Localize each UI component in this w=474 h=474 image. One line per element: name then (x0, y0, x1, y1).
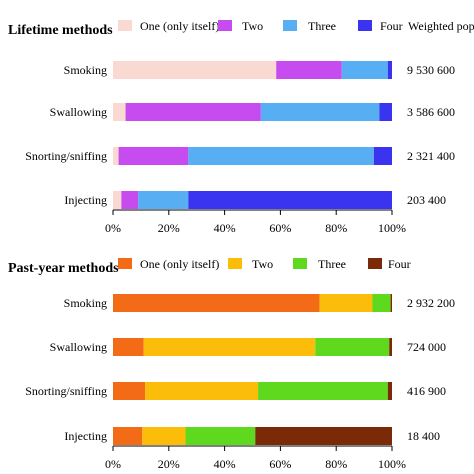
bar-segment (258, 382, 388, 400)
bar-segment (118, 147, 189, 165)
weighted-population-value: 9 530 600 (407, 63, 455, 77)
category-label: Snorting/sniffing (25, 149, 107, 163)
weighted-population-value: 724 000 (407, 340, 446, 354)
category-label: Swallowing (50, 340, 107, 354)
bar-segment (255, 427, 392, 445)
legend-label: Four (380, 19, 403, 33)
bar-segment (188, 191, 392, 209)
category-label: Smoking (64, 296, 107, 310)
chart-panel-1: Lifetime methods One (only itself) Two Thre… (8, 19, 474, 235)
legend-label: Two (252, 257, 273, 271)
x-tick-label: 100% (378, 457, 406, 471)
legend-label: Three (318, 257, 346, 271)
category-label: Injecting (64, 193, 107, 207)
weighted-population-value: 2 932 200 (407, 296, 455, 310)
x-tick-label: 60% (269, 221, 291, 235)
weighted-population-value: 2 321 400 (407, 149, 455, 163)
legend: One (only itself) Two Three Four (118, 257, 411, 271)
x-tick-label: 80% (325, 457, 347, 471)
x-tick-label: 20% (158, 221, 180, 235)
x-tick-label: 40% (214, 457, 236, 471)
x-tick-label: 0% (105, 457, 121, 471)
bar-segment (121, 191, 139, 209)
bar-segment (373, 147, 392, 165)
bar-segment (372, 294, 391, 312)
bar-segment (113, 294, 320, 312)
bar-segment (315, 338, 390, 356)
x-tick-label: 0% (105, 221, 121, 235)
legend: One (only itself) Two Three Four (118, 19, 403, 33)
bar-segment (138, 191, 189, 209)
legend-swatch (283, 20, 297, 31)
chart-title: Lifetime methods (8, 23, 113, 38)
bar-segment (113, 103, 126, 121)
bar-segment (387, 61, 392, 79)
category-label: Snorting/sniffing (25, 384, 107, 398)
bar-segment (113, 427, 143, 445)
legend-swatch (118, 258, 132, 269)
x-tick-label: 100% (378, 221, 406, 235)
bar-segment (143, 338, 316, 356)
bar-segment (379, 103, 392, 121)
legend-swatch (358, 20, 372, 31)
bar-segment (188, 147, 374, 165)
x-tick-label: 80% (325, 221, 347, 235)
legend-label: Three (308, 19, 336, 33)
chart-panel-2: Past-year methods One (only itself) Two Thr… (8, 257, 455, 471)
weighted-population-value: 416 900 (407, 384, 446, 398)
x-tick-label: 20% (158, 457, 180, 471)
legend-swatch (368, 258, 382, 269)
bar-segment (341, 61, 388, 79)
legend-label: Two (242, 19, 263, 33)
bar-segment (113, 61, 277, 79)
bar-segment (387, 382, 392, 400)
bar-segment (319, 294, 373, 312)
weighted-population-value: 203 400 (407, 193, 446, 207)
chart-title: Past-year methods (8, 261, 119, 276)
bar-segment (389, 338, 392, 356)
bar-segment (145, 382, 259, 400)
bar-segment (142, 427, 186, 445)
bar-segment (113, 191, 122, 209)
weighted-population-header: Weighted population (408, 19, 474, 33)
x-tick-label: 40% (214, 221, 236, 235)
bar-segment (185, 427, 256, 445)
legend-swatch (293, 258, 307, 269)
category-label: Smoking (64, 63, 107, 77)
legend-label: One (only itself) (140, 257, 219, 271)
bar-segment (113, 382, 146, 400)
weighted-population-value: 18 400 (407, 429, 440, 443)
category-label: Swallowing (50, 105, 107, 119)
bar-segment (125, 103, 261, 121)
bar-segment (276, 61, 342, 79)
bar-segment (113, 338, 144, 356)
bar-segment (260, 103, 380, 121)
legend-label: One (only itself) (140, 19, 219, 33)
weighted-population-value: 3 586 600 (407, 105, 455, 119)
bar-segment (113, 147, 119, 165)
legend-swatch (118, 20, 132, 31)
x-tick-label: 60% (269, 457, 291, 471)
bar-segment (390, 294, 392, 312)
category-label: Injecting (64, 429, 107, 443)
legend-swatch (228, 258, 242, 269)
legend-label: Four (388, 257, 411, 271)
legend-swatch (218, 20, 232, 31)
